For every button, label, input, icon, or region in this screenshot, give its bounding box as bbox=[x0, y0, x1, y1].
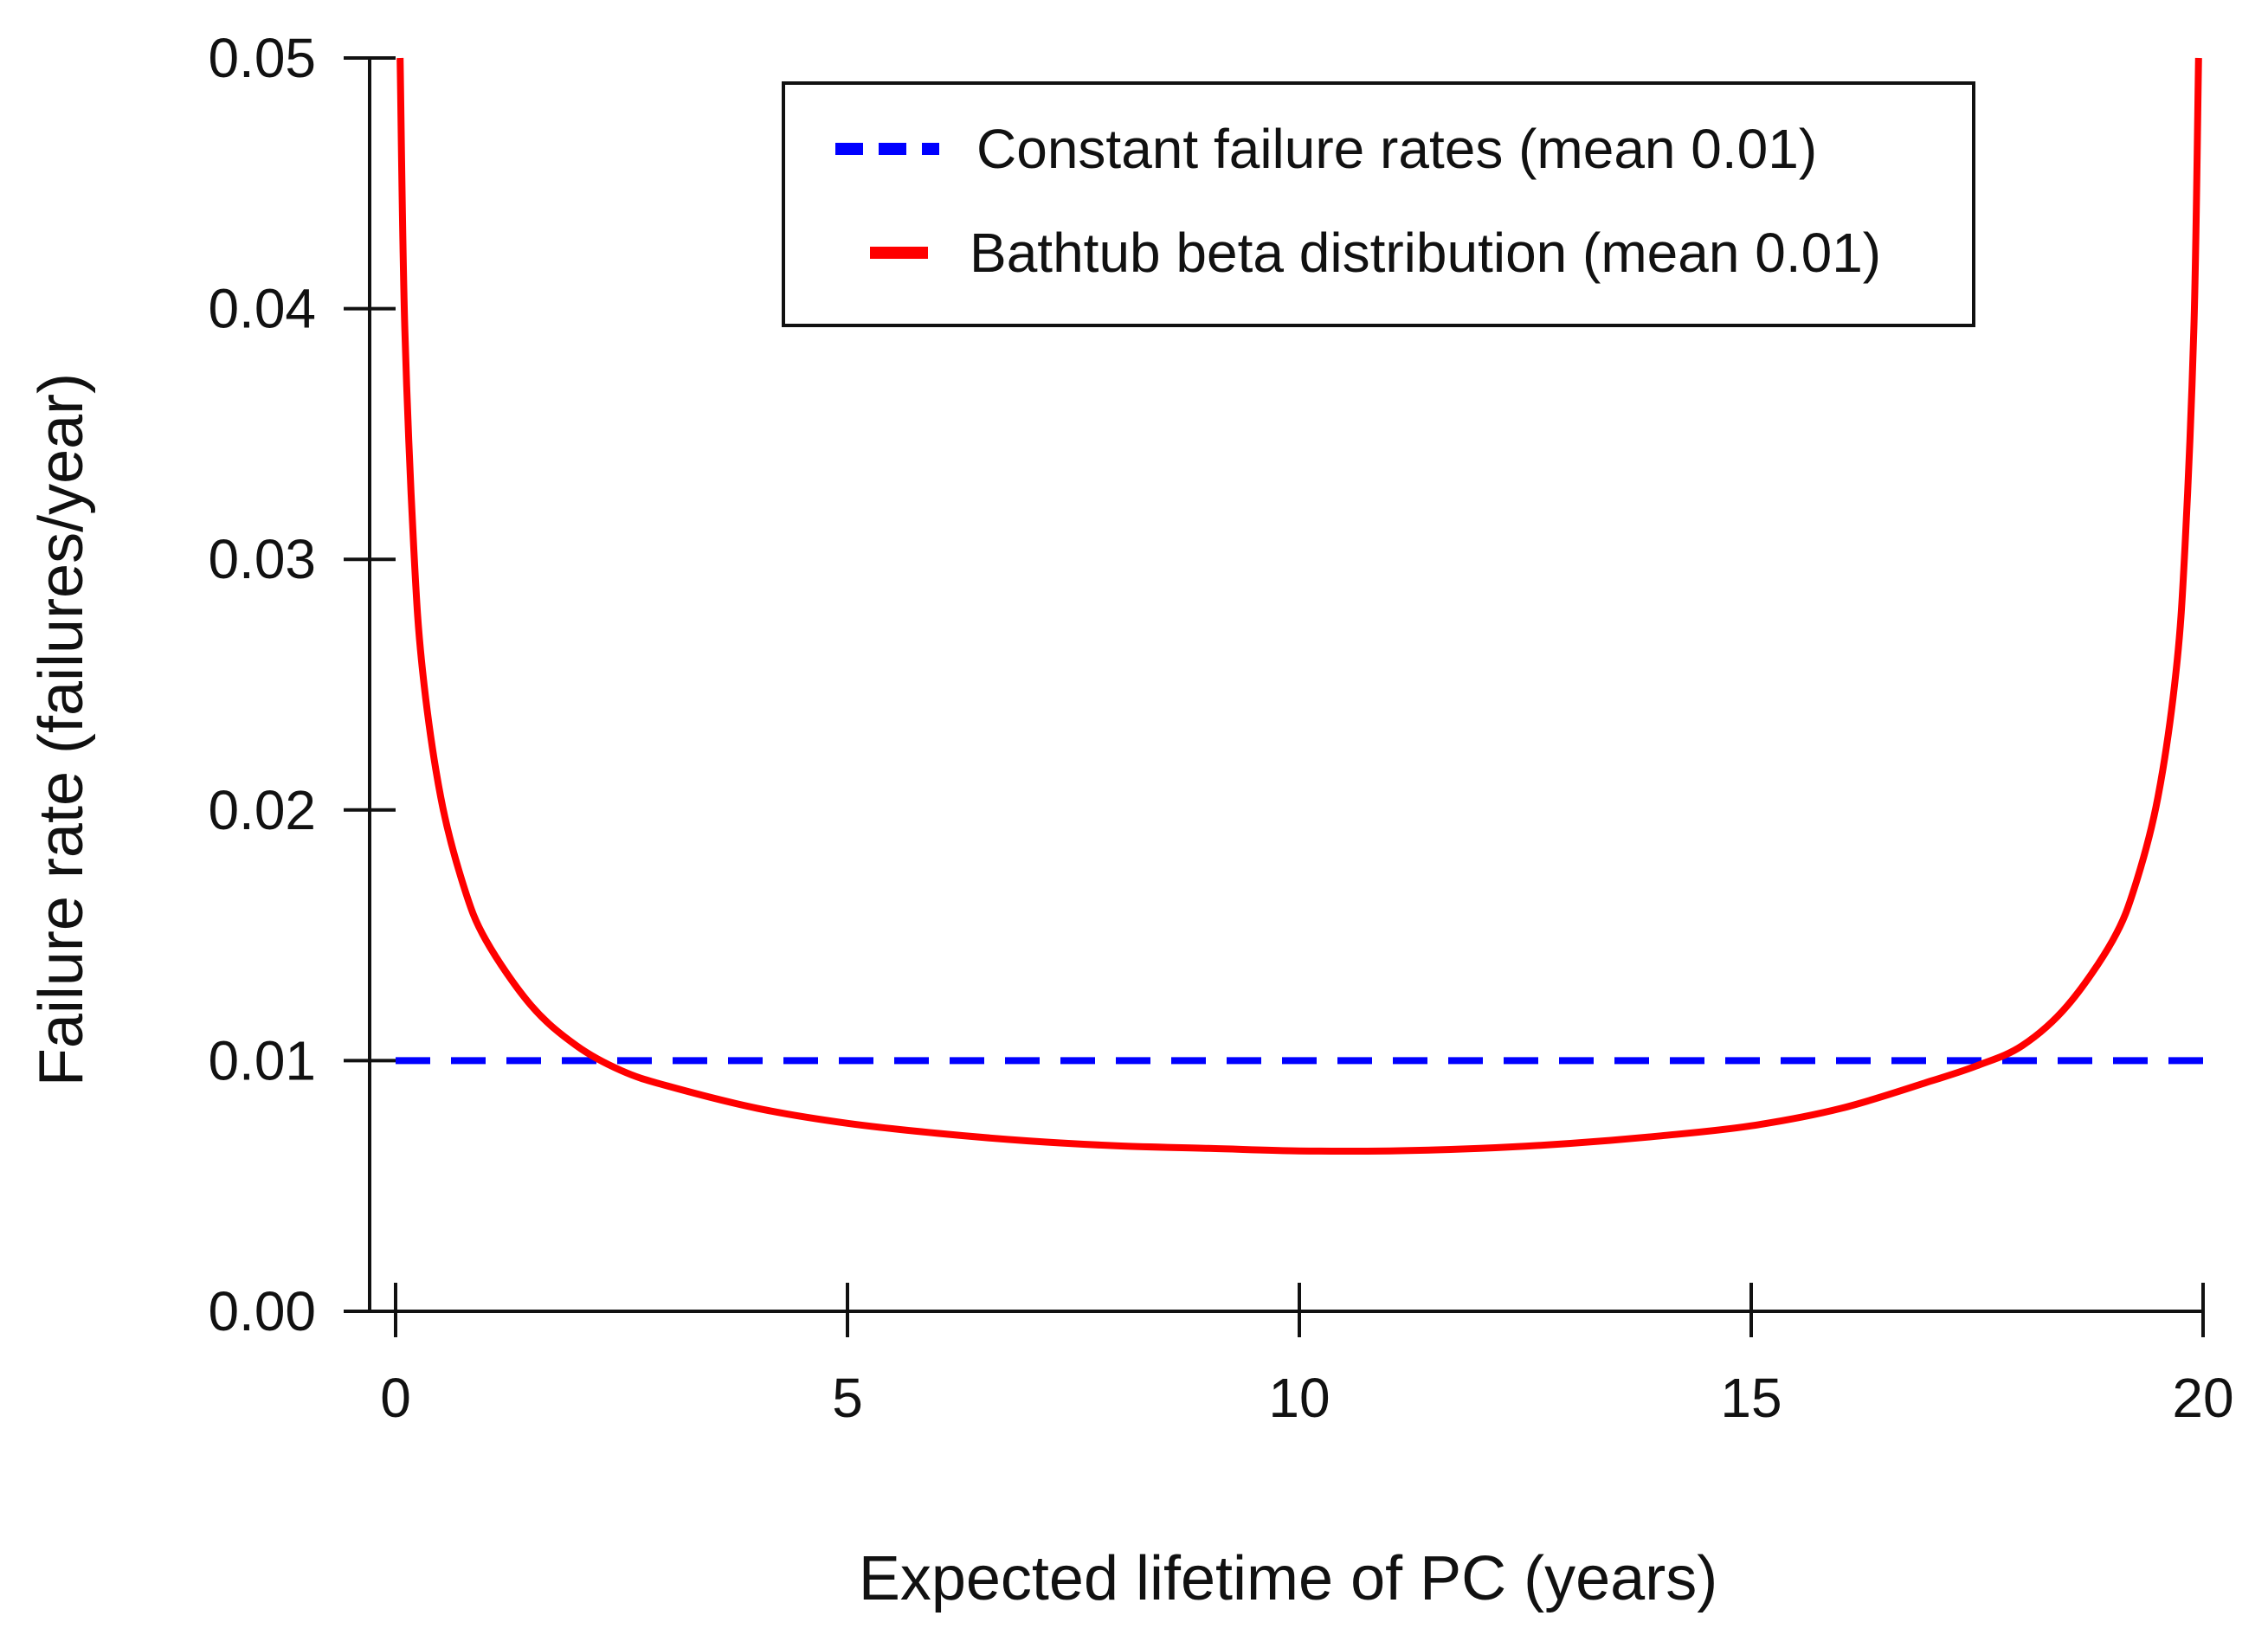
y-tick-label: 0.04 bbox=[208, 278, 316, 340]
legend-box bbox=[782, 81, 1975, 327]
x-tick-label: 5 bbox=[832, 1367, 863, 1429]
x-axis-label: Expected lifetime of PC (years) bbox=[859, 1544, 1717, 1613]
legend-label-bathtub: Bathtub beta distribution (mean 0.01) bbox=[970, 222, 1881, 284]
y-tick-label: 0.01 bbox=[208, 1029, 316, 1091]
y-tick-label: 0.05 bbox=[208, 27, 316, 89]
legend: Constant failure rates (mean 0.01) Batht… bbox=[782, 81, 1975, 327]
ticks: 0.00 0.01 0.02 0.03 0.04 0.05 0 5 10 15 20 bbox=[208, 27, 2233, 1429]
y-tick-label: 0.03 bbox=[208, 528, 316, 590]
x-tick-label: 20 bbox=[2172, 1367, 2233, 1429]
y-axis-label: Failure rate (failures/year) bbox=[27, 373, 96, 1086]
series-line-bathtub bbox=[396, 57, 2202, 1155]
x-tick-label: 0 bbox=[380, 1367, 411, 1429]
series-layer bbox=[396, 57, 2203, 1155]
x-tick-label: 15 bbox=[1720, 1367, 1782, 1429]
axes bbox=[344, 58, 2203, 1313]
y-tick-label: 0.02 bbox=[208, 779, 316, 841]
legend-label-constant: Constant failure rates (mean 0.01) bbox=[976, 118, 1817, 180]
y-tick-label: 0.00 bbox=[208, 1280, 316, 1342]
x-tick-label: 10 bbox=[1268, 1367, 1330, 1429]
